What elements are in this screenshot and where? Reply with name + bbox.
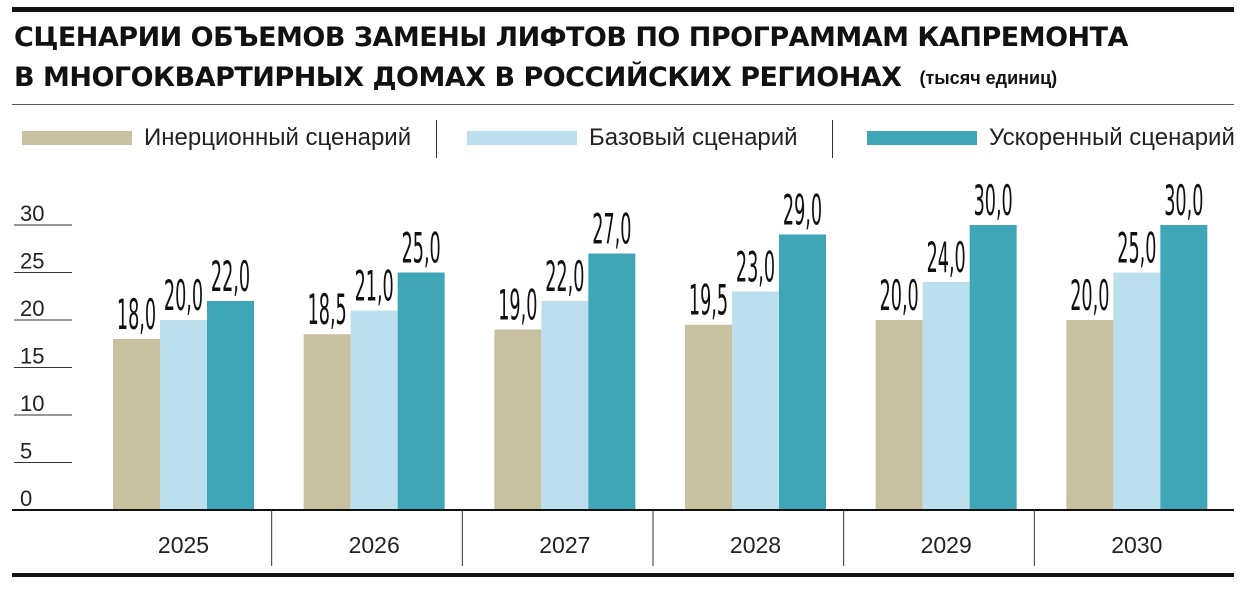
bar-inertial [113,339,160,510]
bar-base [732,291,779,510]
data-label-base: 21,0 [355,261,394,310]
bar-base [160,320,207,510]
x-tick-label: 2029 [921,532,972,558]
data-label-inertial: 18,0 [117,290,156,339]
x-tick-label: 2028 [730,532,781,558]
data-label-inertial: 20,0 [880,271,919,320]
legend-label-accelerated: Ускоренный сценарий [989,124,1235,151]
data-label-accelerated: 30,0 [974,176,1013,225]
legend-label-inertial: Инерционный сценарий [144,124,412,151]
x-tick-label: 2026 [349,532,400,558]
data-label-inertial: 19,0 [498,280,537,329]
top-rule [12,7,1234,12]
bar-accelerated [588,253,636,510]
chart-title-line-1: СЦЕНАРИИ ОБЪЕМОВ ЗАМЕНЫ ЛИФТОВ ПО ПРОГРА… [14,22,1128,53]
data-label-base: 23,0 [736,242,775,291]
bar-base [1113,272,1161,510]
data-label-base: 20,0 [164,271,203,320]
legend-label-base: Базовый сценарий [589,124,798,151]
data-label-base: 24,0 [927,233,966,282]
legend-swatch-inertial [22,131,132,145]
data-label-accelerated: 27,0 [592,204,631,253]
legend-swatch-accelerated [867,131,977,145]
bar-inertial [303,334,351,510]
data-label-base: 22,0 [545,252,584,301]
legend-item-base: Базовый сценарий [467,120,798,156]
bar-accelerated [397,272,445,510]
legend-swatch-base [467,131,577,145]
data-label-base: 25,0 [1117,223,1156,272]
legend-item-accelerated: Ускоренный сценарий [867,120,1235,156]
chart-title-line-2: В МНОГОКВАРТИРНЫХ ДОМАХ В РОССИЙСКИХ РЕГ… [14,62,1236,94]
bar-inertial [875,320,923,510]
y-tick-label: 0 [20,486,32,511]
chart-title-line-2-text: В МНОГОКВАРТИРНЫХ ДОМАХ В РОССИЙСКИХ РЕГ… [14,62,902,93]
bar-inertial [494,329,542,510]
data-label-accelerated: 30,0 [1164,176,1203,225]
bar-inertial [1066,320,1114,510]
bar-inertial [685,324,732,510]
data-label-accelerated: 22,0 [211,252,250,301]
legend-item-inertial: Инерционный сценарий [22,120,411,156]
bar-accelerated [1160,225,1208,510]
y-tick-label: 5 [20,439,32,464]
data-label-accelerated: 29,0 [783,185,822,234]
bar-accelerated [779,234,826,510]
legend: Инерционный сценарий Базовый сценарий Ус… [12,120,1242,160]
bar-base [541,301,589,510]
y-tick-label: 25 [20,249,44,274]
data-label-inertial: 19,5 [689,276,728,325]
title-rule [12,104,1234,105]
data-label-inertial: 18,5 [308,285,347,334]
unit-label: (тысяч единиц) [919,68,1058,88]
data-label-accelerated: 25,0 [402,223,441,272]
y-tick-label: 20 [20,296,44,321]
legend-separator [436,120,437,158]
bar-base [350,310,398,510]
bar-accelerated [969,225,1017,510]
x-tick-label: 2027 [539,532,590,558]
x-tick-label: 2030 [1111,532,1162,558]
y-tick-label: 10 [20,391,44,416]
y-tick-label: 30 [20,201,44,226]
bar-accelerated [207,301,254,510]
data-label-inertial: 20,0 [1070,271,1109,320]
bottom-rule [12,573,1234,577]
x-tick-label: 2025 [158,532,209,558]
legend-separator [832,120,833,158]
y-tick-label: 15 [20,344,44,369]
bar-base [922,282,970,510]
